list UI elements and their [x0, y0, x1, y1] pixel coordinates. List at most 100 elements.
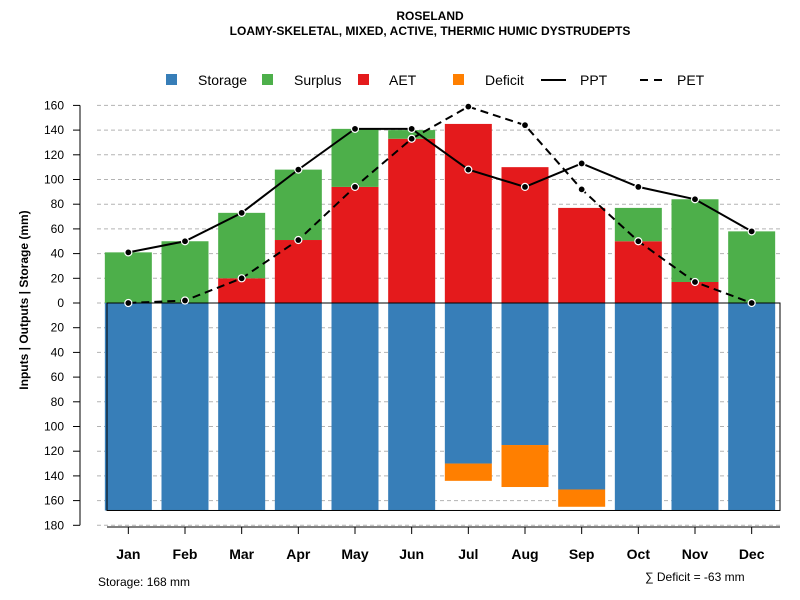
y-tick-label: 80: [51, 197, 65, 211]
deficit-bar: [501, 445, 549, 488]
chart-title: ROSELAND: [396, 9, 464, 23]
surplus-bar: [161, 241, 209, 303]
storage-bar: [104, 303, 152, 511]
legend-surplus-label: Surplus: [294, 72, 341, 88]
storage-bar: [161, 303, 209, 511]
legend-storage-label: Storage: [198, 72, 247, 88]
x-tick-label: Sep: [569, 546, 595, 562]
x-tick-label: Feb: [173, 546, 198, 562]
aet-bar: [274, 240, 322, 303]
x-tick-label: Jan: [116, 546, 140, 562]
pet-point: [690, 277, 700, 287]
y-tick-label: 40: [51, 247, 65, 261]
y-tick-label: 120: [44, 444, 64, 458]
x-tick-label: Dec: [739, 546, 765, 562]
x-tick-label: May: [341, 546, 368, 562]
storage-bar: [558, 303, 606, 490]
ppt-point: [464, 165, 473, 174]
storage-bar: [614, 303, 662, 511]
pet-point: [747, 298, 756, 308]
pet-point: [350, 182, 360, 192]
x-tick-label: Jul: [458, 546, 478, 562]
y-tick-label: 20: [51, 271, 65, 285]
ppt-point: [690, 195, 700, 204]
deficit-note: ∑ Deficit = -63 mm: [645, 570, 745, 584]
y-tick-label: 120: [44, 148, 64, 162]
surplus-bar: [104, 252, 152, 303]
ppt-line: [128, 127, 753, 254]
ppt-point: [350, 124, 360, 133]
storage-bar: [444, 303, 492, 464]
legend-deficit-label: Deficit: [485, 72, 524, 88]
y-tick-label: 40: [51, 345, 65, 359]
ppt-point: [520, 182, 530, 192]
legend-pet-label: PET: [677, 72, 705, 88]
aet-bar: [558, 207, 606, 303]
ppt-point: [747, 227, 756, 236]
pet-point: [180, 296, 190, 305]
surplus-bar: [331, 128, 379, 187]
surplus-bar: [614, 207, 662, 242]
y-axis-label: Inputs | Outputs | Storage (mm): [17, 210, 31, 390]
storage-bar: [728, 303, 776, 511]
pet-point: [407, 134, 416, 143]
y-tick-label: 180: [44, 518, 64, 532]
surplus-bar: [728, 231, 776, 303]
ppt-point: [407, 124, 416, 133]
x-tick-label: Jun: [399, 546, 424, 562]
x-tick-label: Aug: [511, 546, 538, 562]
y-tick-label: 160: [44, 494, 64, 508]
ppt-point: [577, 159, 586, 168]
y-tick-label: 60: [51, 370, 65, 384]
aet-bar: [388, 138, 436, 303]
pet-point: [520, 121, 530, 130]
surplus-bar: [388, 130, 436, 139]
ppt-point: [634, 182, 643, 192]
deficit-bar: [444, 463, 492, 481]
pet-point: [634, 237, 643, 246]
storage-bar: [501, 303, 549, 446]
y-tick-label: 60: [51, 222, 65, 236]
legend-aet-swatch: [358, 74, 369, 85]
y-tick-label: 140: [44, 469, 64, 483]
pet-point: [577, 185, 586, 194]
y-tick-label: 100: [44, 173, 64, 187]
y-tick-label: 80: [51, 395, 65, 409]
ppt-point: [180, 237, 190, 246]
storage-bar: [218, 303, 266, 511]
pet-point: [237, 274, 246, 283]
aet-bar: [331, 186, 379, 303]
ppt-point: [124, 248, 133, 257]
ppt-point: [294, 165, 303, 174]
x-tick-label: Nov: [682, 546, 709, 562]
aet-bar: [444, 123, 492, 303]
pet-line: [128, 105, 753, 304]
surplus-bar: [671, 199, 719, 283]
x-tick-label: Apr: [286, 546, 311, 562]
pet-point: [124, 298, 133, 308]
surplus-bar: [218, 212, 266, 279]
legend-aet-label: AET: [389, 72, 417, 88]
storage-bar: [274, 303, 322, 511]
storage-bar: [331, 303, 379, 511]
deficit-bar: [558, 489, 606, 507]
pet-point: [294, 235, 303, 245]
pet-point: [464, 102, 473, 111]
ppt-point: [237, 208, 246, 217]
aet-bar: [614, 241, 662, 303]
legend-deficit-swatch: [453, 74, 464, 85]
storage-bar: [388, 303, 436, 511]
x-tick-label: Oct: [627, 546, 651, 562]
y-tick-label: 140: [44, 123, 64, 137]
x-tick-label: Mar: [229, 546, 254, 562]
y-tick-label: 20: [51, 321, 65, 335]
surplus-bar: [274, 169, 322, 241]
y-tick-label: 0: [57, 296, 64, 310]
storage-note: Storage: 168 mm: [98, 575, 191, 589]
legend-storage-swatch: [166, 74, 177, 85]
y-tick-label: 160: [44, 98, 64, 112]
legend-ppt-label: PPT: [580, 72, 608, 88]
aet-bar: [218, 278, 266, 303]
storage-bar: [671, 303, 719, 511]
